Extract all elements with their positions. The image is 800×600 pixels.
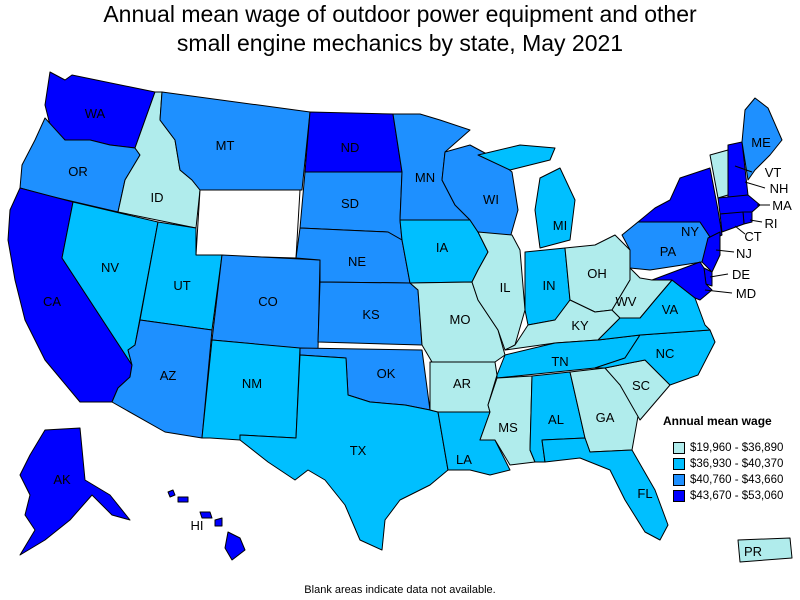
label-ok: OK — [377, 366, 396, 381]
state-pr[interactable] — [737, 537, 793, 563]
callout-line-md — [704, 289, 733, 294]
label-ms: MS — [498, 420, 518, 435]
label-pr: PR — [744, 544, 762, 559]
label-or: OR — [68, 164, 88, 179]
label-mt: MT — [216, 138, 235, 153]
label-ak: AK — [53, 472, 71, 487]
map-title: Annual mean wage of outdoor power equipm… — [0, 0, 800, 58]
state-ny[interactable] — [637, 167, 723, 241]
state-fl[interactable] — [541, 437, 669, 541]
label-sd: SD — [341, 196, 359, 211]
label-id: ID — [151, 190, 164, 205]
label-ne: NE — [348, 254, 366, 269]
label-al: AL — [548, 412, 564, 427]
label-vt: VT — [765, 165, 782, 180]
label-ia: IA — [436, 240, 449, 255]
label-az: AZ — [160, 368, 177, 383]
label-il: IL — [500, 280, 511, 295]
map-title-line-2: small engine mechanics by state, May 202… — [176, 30, 624, 56]
callout-line-de — [709, 273, 729, 278]
label-hi: HI — [191, 518, 204, 533]
callout-line-ct — [734, 225, 746, 235]
label-wi: WI — [483, 192, 499, 207]
label-ny: NY — [681, 224, 699, 239]
label-co: CO — [258, 294, 278, 309]
label-me: ME — [751, 135, 771, 150]
state-il[interactable] — [471, 231, 526, 351]
callout-line-ri — [749, 219, 763, 223]
label-ca: CA — [43, 294, 61, 309]
state-nc[interactable] — [594, 329, 716, 386]
label-fl: FL — [637, 486, 652, 501]
label-de: DE — [732, 267, 750, 282]
label-ct: CT — [744, 229, 761, 244]
legend-swatch — [673, 490, 685, 502]
label-wv: WV — [616, 294, 637, 309]
label-ky: KY — [571, 318, 589, 333]
callout-line-vt — [734, 165, 753, 173]
legend-swatch — [673, 458, 685, 470]
state-me[interactable] — [741, 97, 783, 181]
state-tx[interactable] — [239, 354, 449, 551]
label-ks: KS — [362, 307, 380, 322]
legend-swatch — [673, 474, 685, 486]
label-mn: MN — [415, 170, 435, 185]
label-mi: MI — [553, 218, 567, 233]
label-nj: NJ — [736, 246, 752, 261]
label-nc: NC — [656, 346, 675, 361]
label-tn: TN — [551, 354, 568, 369]
map-title-line-1: Annual mean wage of outdoor power equipm… — [103, 1, 697, 27]
state-hi[interactable] — [167, 489, 246, 561]
state-ct[interactable] — [719, 211, 745, 233]
legend-item: $36,930 - $40,370 — [663, 456, 798, 472]
legend-item: $43,670 - $53,060 — [663, 488, 798, 504]
label-ar: AR — [453, 376, 471, 391]
label-la: LA — [456, 452, 472, 467]
label-sc: SC — [632, 378, 650, 393]
legend-label: $36,930 - $40,370 — [690, 458, 784, 470]
label-mo: MO — [450, 312, 471, 327]
state-md[interactable] — [651, 261, 713, 301]
state-ma[interactable] — [717, 194, 761, 215]
state-ak[interactable] — [19, 427, 131, 556]
legend-label: $19,960 - $36,890 — [690, 442, 784, 454]
legend-label: $43,670 - $53,060 — [690, 490, 784, 502]
footnote: Blank areas indicate data not available. — [304, 584, 496, 596]
label-ma: MA — [772, 198, 792, 213]
legend-title: Annual mean wage — [663, 414, 772, 428]
legend-swatch — [673, 442, 685, 454]
legend: Annual mean wage $19,960 - $36,890 $36,9… — [663, 414, 798, 504]
label-tx: TX — [350, 443, 367, 458]
label-pa: PA — [660, 244, 677, 259]
legend-label: $40,760 - $43,660 — [690, 474, 784, 486]
label-nh: NH — [770, 181, 789, 196]
state-wy[interactable] — [195, 189, 301, 259]
legend-item: $40,760 - $43,660 — [663, 472, 798, 488]
label-va: VA — [662, 302, 679, 317]
label-oh: OH — [587, 266, 607, 281]
label-ga: GA — [596, 410, 615, 425]
state-mi[interactable] — [477, 144, 576, 249]
label-md: MD — [736, 286, 756, 301]
state-nj[interactable] — [701, 231, 721, 273]
label-ri: RI — [765, 216, 778, 231]
legend-item: $19,960 - $36,890 — [663, 440, 798, 456]
label-nd: ND — [341, 140, 360, 155]
label-nv: NV — [101, 260, 119, 275]
callout-line-nj — [715, 249, 735, 253]
label-in: IN — [543, 278, 556, 293]
label-nm: NM — [242, 376, 262, 391]
label-wa: WA — [85, 106, 106, 121]
callout-line-nh — [744, 181, 766, 189]
label-ut: UT — [173, 278, 190, 293]
